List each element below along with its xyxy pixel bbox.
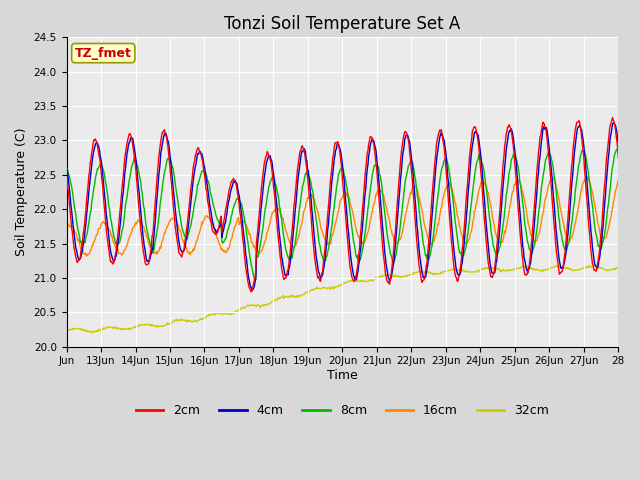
Y-axis label: Soil Temperature (C): Soil Temperature (C)	[15, 128, 28, 256]
X-axis label: Time: Time	[327, 369, 358, 382]
Title: Tonzi Soil Temperature Set A: Tonzi Soil Temperature Set A	[225, 15, 461, 33]
Legend: 2cm, 4cm, 8cm, 16cm, 32cm: 2cm, 4cm, 8cm, 16cm, 32cm	[131, 399, 554, 422]
Text: TZ_fmet: TZ_fmet	[75, 47, 132, 60]
